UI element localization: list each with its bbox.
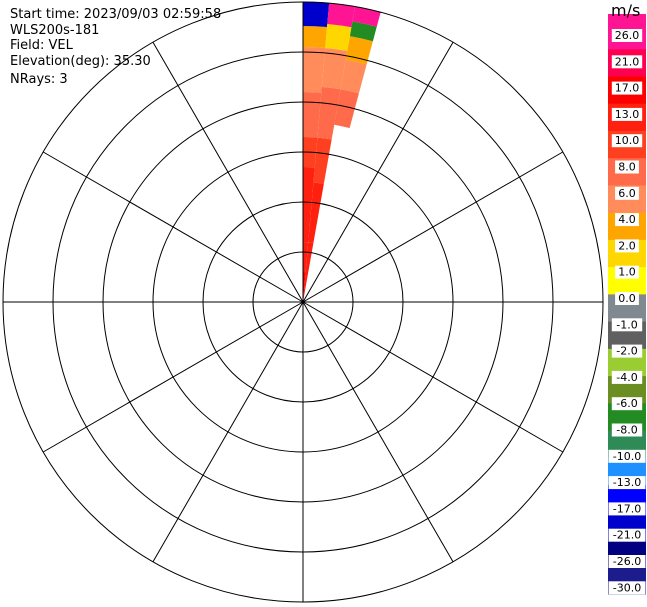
instrument-label: WLS200s-181 <box>10 23 100 38</box>
colorbar-tick-bg <box>611 423 643 437</box>
azimuth-spoke <box>302 151 564 303</box>
ray-1-segment <box>303 167 315 243</box>
ray-2-segment <box>325 24 352 51</box>
colorbar-tick-bg <box>611 318 643 332</box>
colorbar-unit: m/s <box>611 1 641 20</box>
azimuth-spoke <box>42 151 304 303</box>
azimuth-spoke <box>152 41 304 303</box>
colorbar-tick-label: 13.0 <box>615 108 640 121</box>
colorbar-tick-label: -2.0 <box>616 345 637 358</box>
colorbar-tick-label: -21.0 <box>613 529 641 542</box>
ray-2-segment <box>313 137 332 184</box>
ray-2-segment <box>308 182 324 243</box>
colorbar: 26.0 21.0 17.0 13.0 10.0 8.0 6.0 4.0 2.0 1.0 0.0 -1… <box>608 14 646 595</box>
ray-1-segment <box>303 92 322 138</box>
colorbar-tick-label: 17.0 <box>615 82 640 95</box>
colorbar-tick-bg <box>615 160 639 174</box>
colorbar-tick-bg <box>611 344 643 358</box>
ray-3-segment <box>340 59 367 94</box>
azimuth-spokes <box>3 2 603 602</box>
ray-1-segment <box>303 26 328 48</box>
colorbar-tick-bg <box>615 265 639 279</box>
ray-2-segment <box>321 47 348 90</box>
nrays-label: NRays: 3 <box>10 72 68 87</box>
colorbar-tick-bg <box>608 581 646 595</box>
colorbar-tick-bg <box>608 476 646 490</box>
colorbar-tick-label: -17.0 <box>613 502 641 515</box>
ray-2-segment <box>303 242 314 302</box>
colorbar-band <box>608 14 646 22</box>
colorbar-tick-label: -10.0 <box>613 450 641 463</box>
colorbar-tick-bg <box>611 55 643 69</box>
colorbar-tick-bg <box>615 213 639 227</box>
colorbar-tick-bg <box>608 502 646 516</box>
colorbar-tick-label: 2.0 <box>618 239 636 252</box>
ray-1-segment <box>303 47 326 93</box>
colorbar-tick-bg <box>611 370 643 384</box>
ray-2-segment <box>327 3 356 28</box>
colorbar-tick-label: -6.0 <box>616 397 637 410</box>
ray-3-segment <box>352 6 381 27</box>
azimuth-spoke <box>302 41 454 303</box>
ray-1-segment <box>303 242 309 273</box>
ray-3-segment <box>349 21 377 42</box>
ray-3-segment <box>345 36 373 65</box>
colorbar-tick-label: -4.0 <box>616 371 637 384</box>
azimuth-spoke <box>152 301 304 563</box>
colorbar-tick-label: 4.0 <box>618 213 636 226</box>
ray-1-segment <box>303 2 330 28</box>
ray-2-segment <box>317 86 341 140</box>
colorbar-tick-label: -8.0 <box>616 424 637 437</box>
colorbar-tick-label: 21.0 <box>615 55 640 68</box>
ray-3-segment <box>334 89 359 129</box>
colorbar-tick-bg <box>608 449 646 463</box>
colorbar-tick-bg <box>615 239 639 253</box>
colorbar-tick-label: -1.0 <box>616 318 637 331</box>
elevation-label: Elevation(deg): 35.30 <box>10 54 151 69</box>
colorbar-tick-bg <box>611 134 643 148</box>
colorbar-tick-bg <box>615 292 639 305</box>
start-time-label: Start time: 2023/09/03 02:59:58 <box>10 7 222 22</box>
colorbar-tick-label: -30.0 <box>613 581 641 594</box>
colorbar-tick-label: -26.0 <box>613 555 641 568</box>
colorbar-tick-label: -13.0 <box>613 476 641 489</box>
colorbar-tick-bg <box>611 107 643 121</box>
azimuth-spoke <box>42 301 304 453</box>
colorbar-tick-bg <box>608 555 646 568</box>
field-label: Field: VEL <box>10 38 73 53</box>
colorbar-tick-label: 1.0 <box>618 266 636 279</box>
colorbar-tick-bg <box>611 397 643 411</box>
colorbar-tick-bg <box>611 29 643 42</box>
colorbar-tick-label: 0.0 <box>618 292 636 305</box>
colorbar-tick-bg <box>611 81 643 95</box>
colorbar-tick-label: 10.0 <box>615 134 640 147</box>
colorbar-tick-label: 6.0 <box>618 187 636 200</box>
azimuth-spoke <box>302 301 454 563</box>
colorbar-tick-label: 8.0 <box>618 161 636 174</box>
ray-1-segment <box>303 272 306 302</box>
colorbar-tick-bg <box>615 186 639 200</box>
colorbar-tick-label: 26.0 <box>615 29 640 42</box>
data-rays <box>303 2 381 302</box>
azimuth-spoke <box>302 301 564 453</box>
colorbar-tick-bg <box>608 528 646 542</box>
